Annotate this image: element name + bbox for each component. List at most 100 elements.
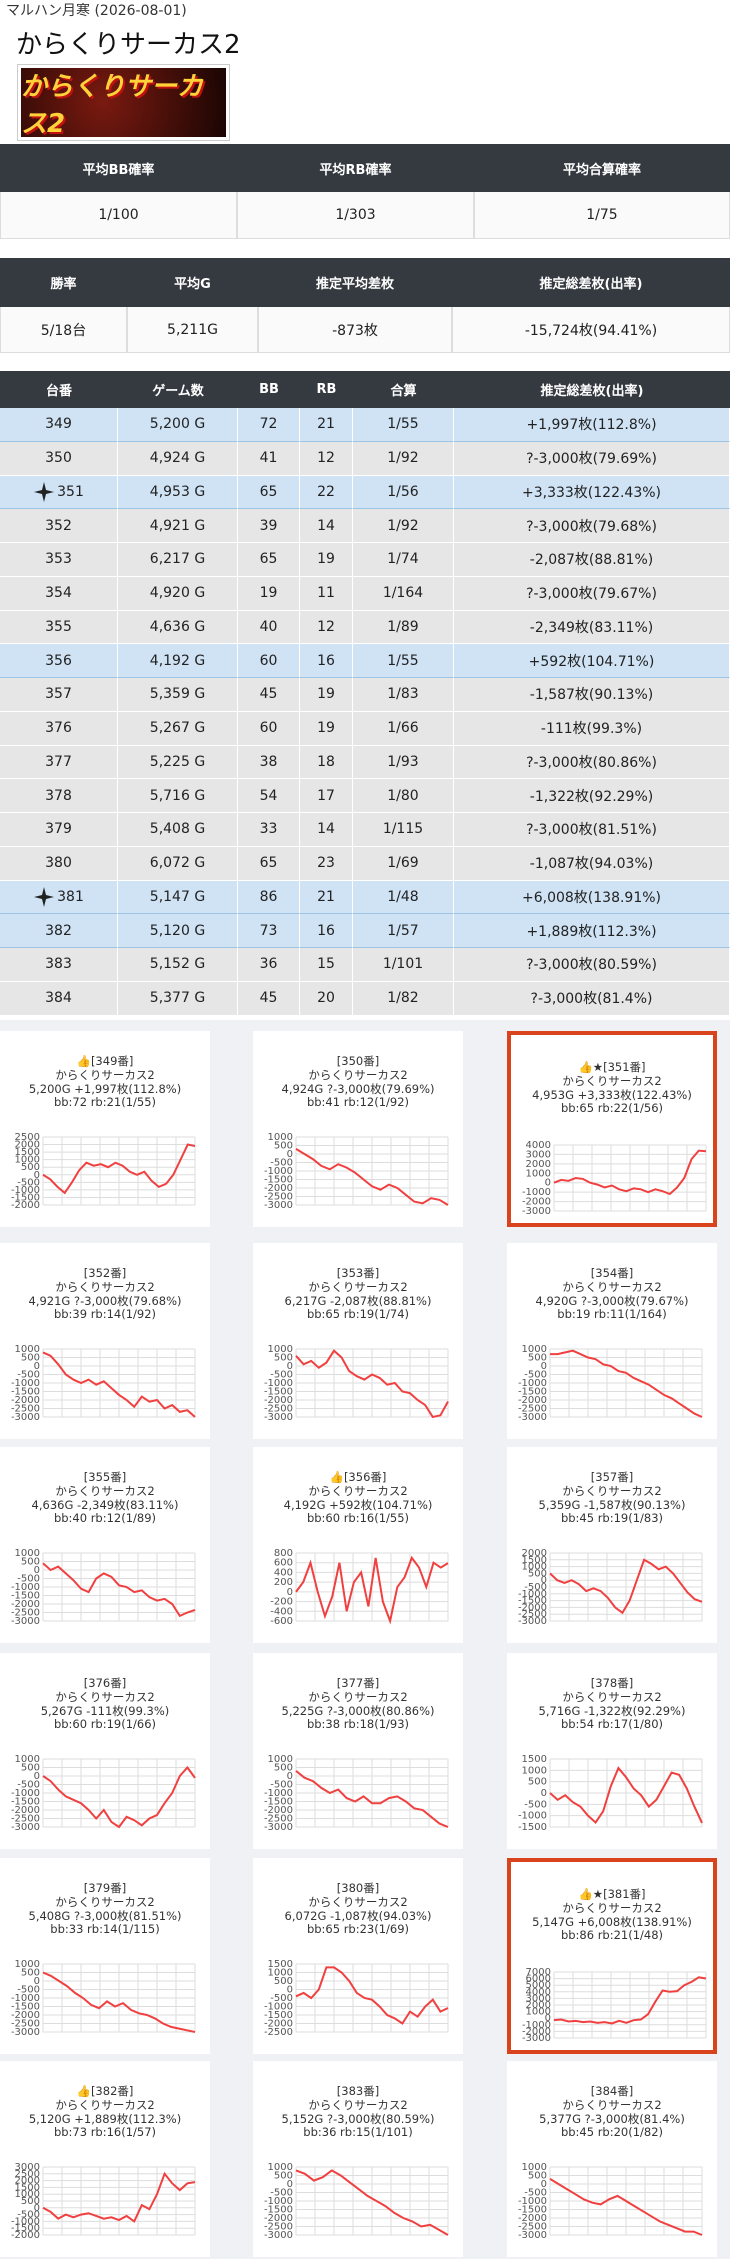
y-tick-label: -1500 [11,1387,40,1398]
table-cell: 18 [300,745,353,780]
table-cell: 45 [238,678,300,712]
table-cell: 1/56 [353,475,454,510]
cell-text: 1/83 [387,686,419,703]
table-cell: 382 [0,914,118,948]
y-tick-label: 1000 [268,1968,293,1979]
y-tick-label: -600 [270,1616,293,1627]
graph-card: 👍[349番] からくりサーカス2 5,200G +1,997枚(112.8%) bb… [0,1031,210,1227]
graph-card: [383番] からくりサーカス2 5,152G ?-3,000枚(80.59%) bb… [253,2061,463,2257]
table-cell: 19 [300,543,353,577]
card-stats: 4,192G +592枚(104.71%) [283,1498,433,1512]
y-tick-label: -3000 [264,1200,293,1211]
table-cell: 54 [238,779,300,813]
y-tick-label: -2500 [518,1609,547,1620]
cell-text: 350 [45,450,72,467]
table-cell: 357 [0,678,118,712]
cell-text: 45 [259,686,278,703]
cell-text: 1/89 [387,618,419,635]
table-cell: 5,120 G [118,914,238,948]
card-stats: 5,716G -1,322枚(92.29%) [538,1704,686,1718]
card-detail: bb:40 rb:12(1/89) [53,1511,157,1525]
cell-text: 4,924 G [149,450,206,467]
card-detail: bb:45 rb:20(1/82) [560,2125,664,2139]
table-cell: 73 [238,914,300,948]
table-cell: 1/55 [353,644,454,678]
card-header: [384番] [590,2084,634,2098]
cell-text: +1,997枚(112.8%) [526,417,657,434]
card-detail: bb:33 rb:14(1/115) [50,1922,160,1936]
y-tick-label: -2000 [11,2010,40,2021]
y-tick-label: -1000 [522,2020,551,2031]
table-cell: 1/75 [474,192,730,239]
table-cell: 72 [238,408,300,442]
table-cell: 12 [300,610,353,645]
y-tick-label: 2500 [15,2169,40,2180]
card-stats: 6,217G -2,087枚(88.81%) [284,1294,432,1308]
cell-text: 6,217 G [149,551,206,568]
table-cell: 60 [238,644,300,678]
y-tick-label: -1000 [11,2216,40,2227]
cell-text: 1/57 [387,922,419,939]
graph-card: 👍[382番] からくりサーカス2 5,120G +1,889枚(112.3%) bb… [0,2061,210,2257]
graph-line [42,1765,196,1829]
table-cell: -1,587枚(90.13%) [454,678,730,712]
y-tick-label: 500 [21,2196,40,2207]
cell-text: 12 [317,618,335,635]
table-cell: 5,225 G [118,745,238,780]
y-tick-label: -1000 [11,1185,40,1196]
y-tick-label: 0 [287,1985,293,1996]
y-tick-label: 0 [541,1361,547,1372]
y-tick-label: 500 [21,1763,40,1774]
cell-text: +3,333枚(122.43%) [521,484,662,501]
graph-line [42,1562,196,1618]
y-tick-label: -400 [270,1606,293,1617]
card-detail: bb:38 rb:18(1/93) [306,1717,410,1731]
cell-text: 5,716 G [149,787,206,804]
cell-text: -2,087枚(88.81%) [529,552,654,569]
table-cell: 1/101 [353,948,454,982]
cell-text: 60 [259,720,278,737]
table-cell: 23 [300,846,353,881]
sparkle-icon [34,481,55,502]
card-header: [378番] [590,1676,634,1690]
table-cell: +1,997枚(112.8%) [454,408,730,442]
graph-line [295,1555,449,1625]
table-cell: 1/82 [353,981,454,1016]
graph-line [553,1149,707,1196]
graph-card: [376番] からくりサーカス2 5,267G -111枚(99.3%) bb:60 … [0,1653,210,1849]
sparkle [34,886,55,907]
cell-text: 19 [317,686,335,703]
table-cell: 36 [238,948,300,982]
cell-text: 5,225 G [149,753,206,770]
y-tick-label: 500 [274,1763,293,1774]
table-cell: ?-3,000枚(79.68%) [454,509,730,543]
cell-text: 65 [259,855,278,872]
table-cell: 377 [0,745,118,780]
y-tick-label: 3000 [15,2162,40,2173]
card-detail: bb:39 rb:14(1/92) [53,1307,157,1321]
cell-text: 357 [45,686,72,703]
y-tick-label: 0 [541,2179,547,2190]
table-header: 推定総差枚(出率) [452,258,730,307]
y-tick-label: 500 [528,2171,547,2182]
graph-line [295,1148,449,1206]
y-tick-label: -1500 [518,2205,547,2216]
table-cell: 1/89 [353,610,454,645]
table-cell: 376 [0,711,118,746]
card-detail: bb:72 rb:21(1/55) [53,1095,157,1109]
table-cell: 14 [300,813,353,847]
card-name: からくりサーカス2 [55,1280,155,1294]
table-cell: 350 [0,441,118,476]
y-tick-label: -3000 [264,2230,293,2241]
y-tick-label: 2000 [522,1548,547,1559]
table-cell: 45 [238,981,300,1016]
y-tick-label: -1000 [264,1788,293,1799]
cell-text: 4,636 G [149,618,206,635]
y-tick-label: 2000 [15,2176,40,2187]
graph-card: [353番] からくりサーカス2 6,217G -2,087枚(88.81%) bb:… [253,1243,463,1439]
cell-text: 384 [45,990,72,1007]
graph-line [42,1143,196,1195]
